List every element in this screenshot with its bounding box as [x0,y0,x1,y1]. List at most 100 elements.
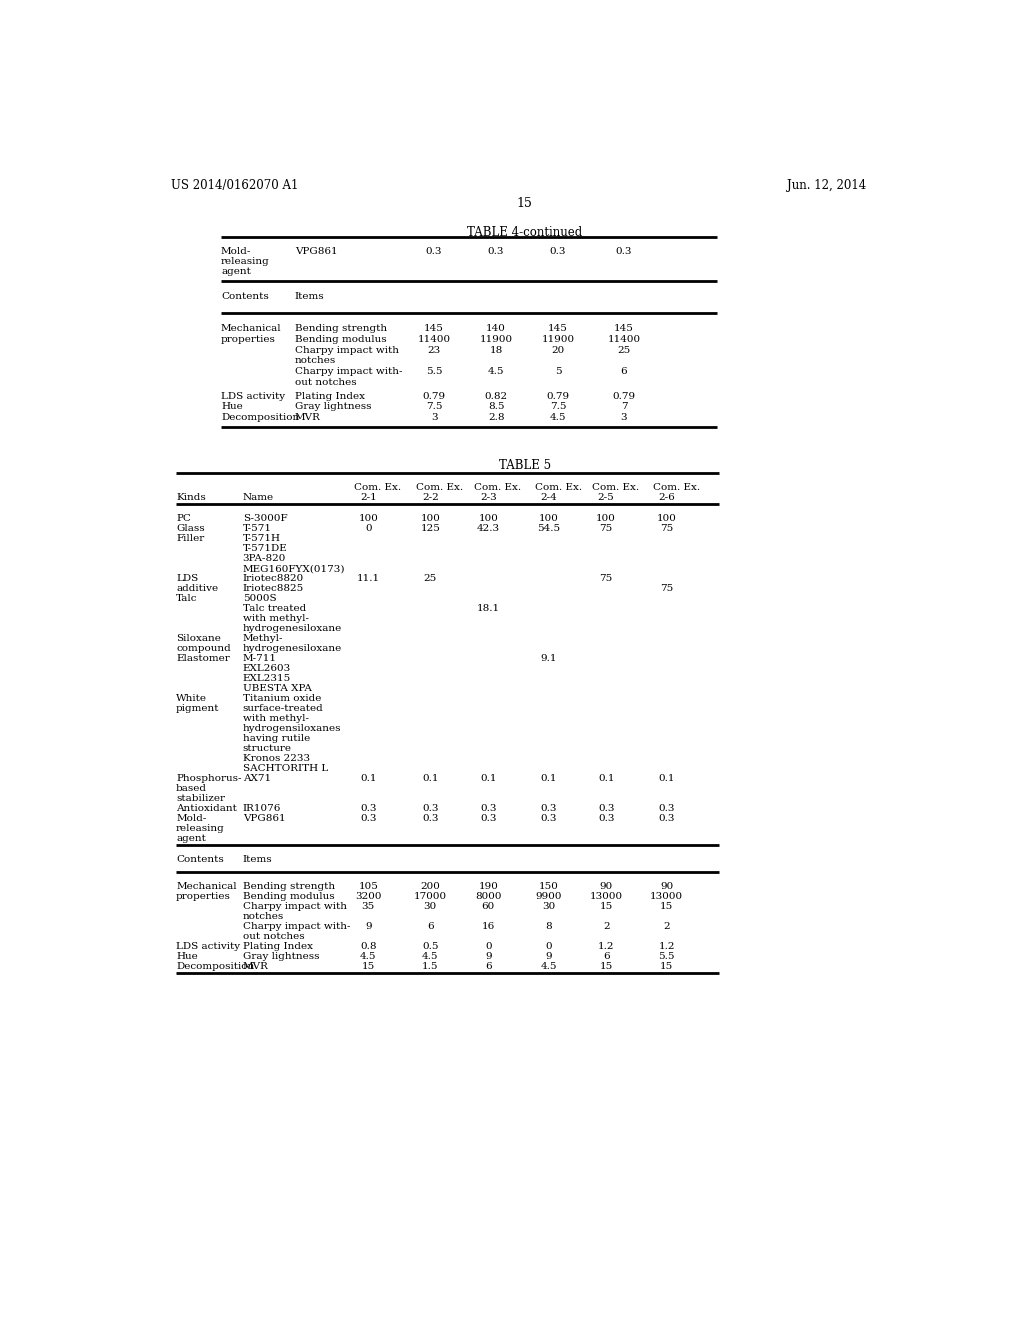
Text: 100: 100 [656,515,677,523]
Text: 0.1: 0.1 [541,775,557,783]
Text: 0.79: 0.79 [612,392,636,401]
Text: Com. Ex.: Com. Ex. [474,483,521,492]
Text: 5.5: 5.5 [658,952,675,961]
Text: Gray lightness: Gray lightness [243,952,319,961]
Text: 30: 30 [542,903,555,911]
Text: 0.3: 0.3 [541,814,557,824]
Text: Com. Ex.: Com. Ex. [535,483,582,492]
Text: 15: 15 [517,197,532,210]
Text: Items: Items [295,292,325,301]
Text: MVR: MVR [243,962,268,972]
Text: US 2014/0162070 A1: US 2014/0162070 A1 [171,180,298,193]
Text: Bending strength: Bending strength [243,882,335,891]
Text: 16: 16 [481,923,495,931]
Text: 7.5: 7.5 [550,403,566,412]
Text: Plating Index: Plating Index [295,392,365,401]
Text: Hue: Hue [221,403,243,412]
Text: hydrogensiloxanes: hydrogensiloxanes [243,725,341,734]
Text: 4.5: 4.5 [541,962,557,972]
Text: Charpy impact with-: Charpy impact with- [295,367,402,376]
Text: 15: 15 [599,962,612,972]
Text: 9: 9 [485,952,492,961]
Text: 0.3: 0.3 [550,247,566,256]
Text: 90: 90 [599,882,612,891]
Text: releasing: releasing [176,825,225,833]
Text: 25: 25 [617,346,631,355]
Text: properties: properties [176,892,231,902]
Text: LDS activity: LDS activity [176,942,241,952]
Text: T-571: T-571 [243,524,271,533]
Text: M-711: M-711 [243,655,276,663]
Text: 42.3: 42.3 [477,524,500,533]
Text: White: White [176,694,207,704]
Text: Com. Ex.: Com. Ex. [652,483,699,492]
Text: 11400: 11400 [418,335,451,343]
Text: Mechanical: Mechanical [176,882,237,891]
Text: 18.1: 18.1 [477,605,500,614]
Text: 11900: 11900 [479,335,513,343]
Text: 2: 2 [603,923,609,931]
Text: 5: 5 [555,367,561,376]
Text: 15: 15 [660,962,673,972]
Text: Kinds: Kinds [176,494,206,503]
Text: 0.1: 0.1 [422,775,438,783]
Text: 4.5: 4.5 [422,952,438,961]
Text: 0.79: 0.79 [547,392,569,401]
Text: 200: 200 [420,882,440,891]
Text: LDS activity: LDS activity [221,392,285,401]
Text: surface-treated: surface-treated [243,705,324,713]
Text: 2-5: 2-5 [598,494,614,503]
Text: 6: 6 [603,952,609,961]
Text: 0.3: 0.3 [422,804,438,813]
Text: 15: 15 [660,903,673,911]
Text: 75: 75 [599,524,612,533]
Text: Iriotec8825: Iriotec8825 [243,585,304,593]
Text: out notches: out notches [243,932,304,941]
Text: Decomposition: Decomposition [221,413,299,422]
Text: Com. Ex.: Com. Ex. [417,483,464,492]
Text: compound: compound [176,644,230,653]
Text: Com. Ex.: Com. Ex. [592,483,639,492]
Text: Jun. 12, 2014: Jun. 12, 2014 [786,180,866,193]
Text: 0.3: 0.3 [360,804,377,813]
Text: 0.82: 0.82 [484,392,508,401]
Text: 145: 145 [424,323,444,333]
Text: 13000: 13000 [650,892,683,902]
Text: having rutile: having rutile [243,734,310,743]
Text: 0.5: 0.5 [422,942,438,952]
Text: Contents: Contents [221,292,268,301]
Text: 25: 25 [424,574,437,583]
Text: UBESTA XPA: UBESTA XPA [243,684,311,693]
Text: 6: 6 [427,923,433,931]
Text: 13000: 13000 [590,892,623,902]
Text: Filler: Filler [176,535,205,543]
Text: 5000S: 5000S [243,594,276,603]
Text: Phosphorus-: Phosphorus- [176,775,242,783]
Text: Methyl-: Methyl- [243,635,284,643]
Text: IR1076: IR1076 [243,804,281,813]
Text: Charpy impact with-: Charpy impact with- [243,923,350,931]
Text: 105: 105 [358,882,378,891]
Text: SACHTORITH L: SACHTORITH L [243,764,328,774]
Text: 0.3: 0.3 [598,804,614,813]
Text: 140: 140 [486,323,506,333]
Text: 100: 100 [358,515,378,523]
Text: 20: 20 [552,346,565,355]
Text: 3PA-820: 3PA-820 [243,554,286,564]
Text: 100: 100 [596,515,616,523]
Text: 8000: 8000 [475,892,502,902]
Text: 100: 100 [539,515,559,523]
Text: releasing: releasing [221,257,269,265]
Text: 15: 15 [361,962,375,972]
Text: 11.1: 11.1 [356,574,380,583]
Text: 18: 18 [489,346,503,355]
Text: hydrogenesiloxane: hydrogenesiloxane [243,644,342,653]
Text: Antioxidant: Antioxidant [176,804,237,813]
Text: hydrogenesiloxane: hydrogenesiloxane [243,624,342,634]
Text: 0.79: 0.79 [423,392,445,401]
Text: 2.8: 2.8 [487,413,505,422]
Text: 0.3: 0.3 [426,247,442,256]
Text: Plating Index: Plating Index [243,942,312,952]
Text: 0.3: 0.3 [480,804,497,813]
Text: 0.1: 0.1 [360,775,377,783]
